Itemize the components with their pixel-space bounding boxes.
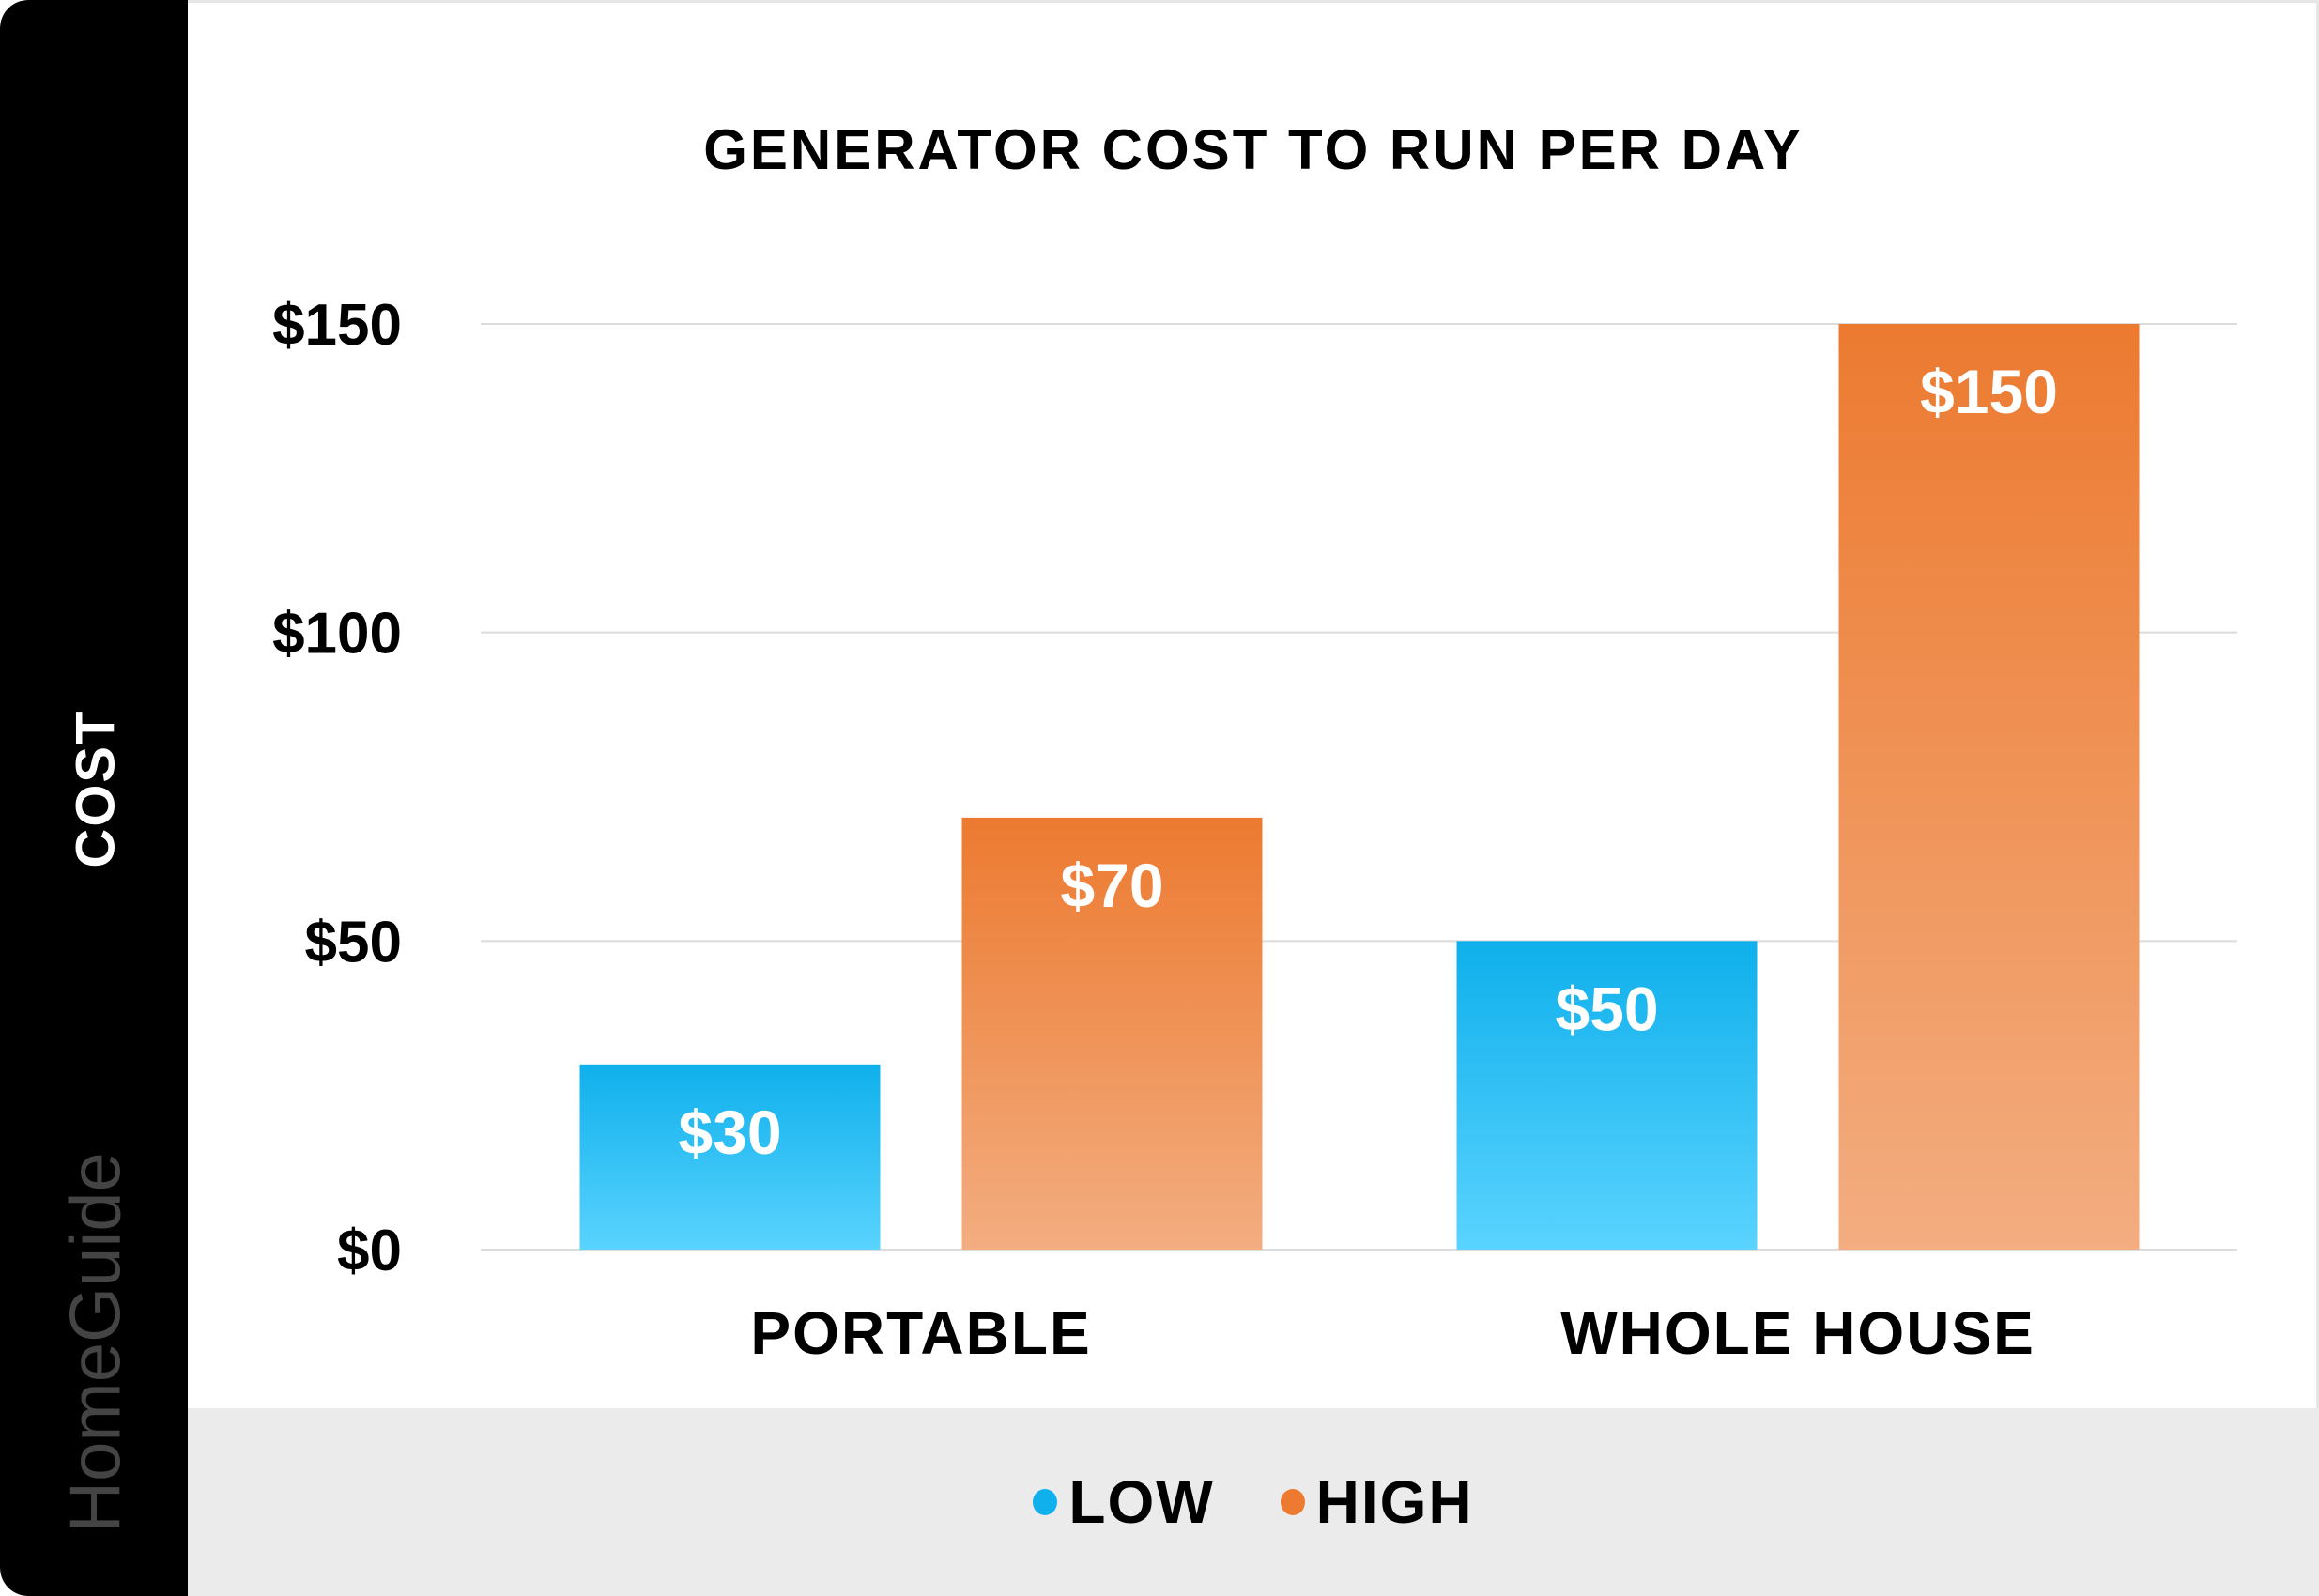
bar-value-label: $150 xyxy=(1920,357,2058,426)
legend-item-high: HIGH xyxy=(1280,1467,1474,1537)
chart-title: GENERATOR COST TO RUN PER DAY xyxy=(703,118,1804,181)
bar-value-label: $70 xyxy=(1060,851,1163,920)
x-tick-label: WHOLE HOUSE xyxy=(1560,1299,2035,1367)
bars: $30 $70 $50 $150 xyxy=(579,324,2140,1250)
bar-value-label: $50 xyxy=(1555,974,1658,1043)
legend: LOW HIGH xyxy=(188,1408,2319,1596)
bar-low-0 xyxy=(579,1064,881,1250)
sidebar: COST HomeGuide xyxy=(0,0,188,1596)
bar-value-label: $30 xyxy=(678,1097,781,1167)
y-tick-label: $100 xyxy=(272,602,402,667)
y-tick-label: $150 xyxy=(272,293,402,358)
bar-low-1 xyxy=(1456,941,1758,1250)
legend-dot-low xyxy=(1033,1489,1058,1515)
legend-band: LOW HIGH xyxy=(188,1408,2319,1596)
legend-label-low: LOW xyxy=(1068,1468,1215,1536)
x-tick-labels: PORTABLE WHOLE HOUSE xyxy=(750,1299,2035,1367)
legend-item-low: LOW xyxy=(1033,1467,1214,1537)
y-tick-labels: $0 $50 $100 $150 xyxy=(272,293,402,1283)
x-tick-label: PORTABLE xyxy=(750,1299,1091,1367)
y-tick-label: $0 xyxy=(337,1219,402,1283)
bar-high-0 xyxy=(961,817,1263,1250)
y-tick-label: $50 xyxy=(305,910,402,974)
bar-high-1 xyxy=(1838,324,2140,1250)
legend-label-high: HIGH xyxy=(1315,1468,1474,1536)
legend-dot-high xyxy=(1280,1489,1305,1515)
plot-area: $0 $50 $100 $150 $30 $70 $50 $150 PORTABLE WHOL… xyxy=(272,293,2237,1367)
